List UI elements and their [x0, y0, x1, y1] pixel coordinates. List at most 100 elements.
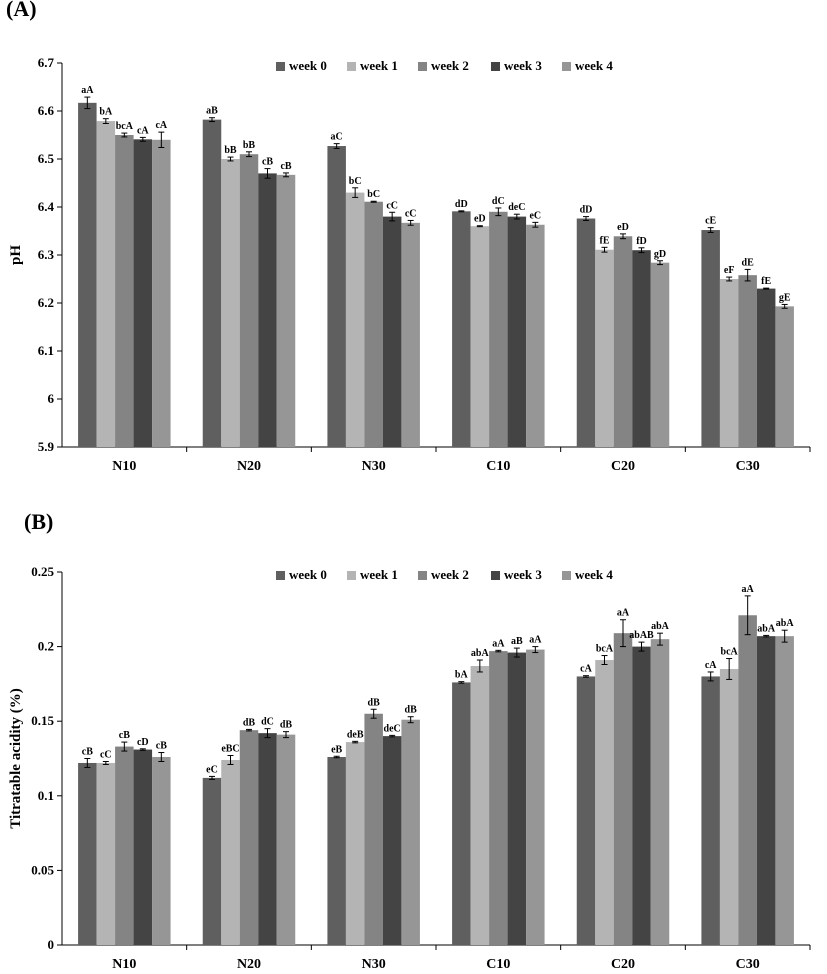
- ta-data-label: bA: [455, 670, 469, 681]
- ta-data-label: aA: [617, 608, 630, 619]
- ta-bar: [452, 682, 471, 945]
- ph-data-label: cE: [705, 216, 716, 227]
- ph-bar: [613, 236, 633, 447]
- ph-data-label: bA: [99, 107, 113, 118]
- ta-bar: [345, 742, 365, 945]
- ph-bar: [345, 192, 365, 447]
- ph-bar: [650, 262, 670, 447]
- ph-legend-label: week 4: [575, 58, 613, 73]
- ta-data-label: dB: [405, 705, 418, 716]
- ta-y-tick-label: 0.15: [31, 713, 54, 728]
- ta-category-label: N30: [362, 957, 386, 972]
- ph-bar: [364, 201, 383, 447]
- ph-category-label: C30: [736, 459, 760, 474]
- ta-bar: [756, 636, 776, 945]
- ph-legend-swatch: [562, 62, 571, 71]
- ta-bar: [202, 777, 222, 945]
- ta-bar: [719, 668, 739, 945]
- ta-bar: [221, 759, 240, 945]
- ta-data-label: abA: [776, 618, 795, 629]
- ta-y-tick-label: 0.05: [31, 862, 54, 877]
- ph-y-tick-label: 6.5: [38, 151, 55, 166]
- ta-data-label: eC: [206, 764, 218, 775]
- ph-data-label: fD: [636, 236, 647, 247]
- ph-data-label: aB: [206, 106, 218, 117]
- ph-bar: [96, 121, 116, 447]
- ta-data-label: aB: [511, 636, 523, 647]
- ta-bar: [382, 736, 402, 945]
- ta-bar: [775, 636, 794, 945]
- ta-data-label: dC: [261, 717, 274, 728]
- ta-data-label: dB: [280, 720, 293, 731]
- ta-bar: [152, 757, 171, 945]
- ph-legend-label: week 3: [504, 58, 542, 73]
- ph-bar: [327, 146, 346, 448]
- ph-legend-swatch: [418, 62, 427, 71]
- ph-data-label: aA: [81, 85, 94, 96]
- ph-legend-swatch: [491, 62, 500, 71]
- ta-bar: [276, 734, 296, 945]
- ph-bar: [401, 222, 420, 447]
- ph-legend-swatch: [276, 62, 285, 71]
- ph-bar: [756, 288, 776, 447]
- ta-category-label: C30: [736, 957, 760, 972]
- ph-data-label: cA: [137, 125, 149, 136]
- ta-data-label: abA: [471, 648, 490, 659]
- ta-y-tick-label: 0.2: [38, 639, 54, 654]
- ta-data-label: deB: [347, 729, 364, 740]
- ph-bar: [452, 211, 471, 447]
- ph-y-tick-label: 6.3: [38, 247, 55, 262]
- ph-bar: [738, 275, 757, 447]
- ph-category-label: N20: [237, 459, 261, 474]
- ta-data-label: abA: [757, 623, 776, 634]
- ta-bar: [364, 713, 383, 945]
- ta-data-label: cC: [100, 749, 112, 760]
- ta-legend-swatch: [418, 571, 427, 580]
- ph-category-label: N10: [112, 459, 136, 474]
- panel-a-label: (A): [6, 0, 37, 21]
- ta-bar: [701, 676, 720, 945]
- ph-legend-label: week 1: [360, 58, 398, 73]
- ph-data-label: dD: [455, 199, 468, 210]
- ta-y-axis-label: Titratable acidity (%): [8, 688, 24, 829]
- panel-b-label: (B): [24, 509, 54, 534]
- ta-y-tick-label: 0.1: [38, 788, 54, 803]
- ph-data-label: cB: [262, 157, 273, 168]
- ta-bar: [78, 762, 97, 945]
- ph-legend-label: week 0: [289, 58, 327, 73]
- ph-y-tick-label: 6.1: [38, 343, 54, 358]
- ph-category-label: C20: [611, 459, 635, 474]
- ph-bar: [276, 174, 296, 447]
- ph-bar: [221, 159, 240, 447]
- ta-data-label: abAB: [629, 630, 654, 641]
- ta-bar: [258, 733, 277, 945]
- ph-data-label: bB: [243, 140, 256, 151]
- ph-bar: [133, 139, 153, 447]
- ta-bar: [507, 652, 527, 945]
- ph-bar: [595, 249, 614, 447]
- ta-bar: [576, 676, 596, 945]
- ph-bar: [719, 279, 739, 447]
- ta-legend-swatch: [276, 571, 285, 580]
- ta-legend-label: week 4: [575, 567, 613, 582]
- ph-data-label: dE: [742, 257, 755, 268]
- ph-data-label: gE: [779, 292, 791, 303]
- ta-category-label: N20: [237, 957, 261, 972]
- ph-data-label: cC: [386, 200, 398, 211]
- ph-data-label: eD: [474, 214, 486, 225]
- ta-data-label: aA: [742, 584, 755, 595]
- ta-bar: [96, 762, 116, 945]
- ph-legend-label: week 2: [431, 58, 469, 73]
- ph-data-label: eF: [724, 265, 735, 276]
- ph-bar: [507, 216, 527, 447]
- ph-data-label: eD: [617, 222, 629, 233]
- ph-data-label: dC: [492, 196, 505, 207]
- ph-data-label: aC: [331, 132, 343, 143]
- ph-bar: [576, 218, 596, 447]
- ta-category-label: C10: [486, 957, 510, 972]
- ph-y-tick-label: 6.7: [38, 55, 55, 70]
- ph-bar: [632, 250, 651, 447]
- ta-category-label: C20: [611, 957, 635, 972]
- ta-data-label: cA: [580, 664, 592, 675]
